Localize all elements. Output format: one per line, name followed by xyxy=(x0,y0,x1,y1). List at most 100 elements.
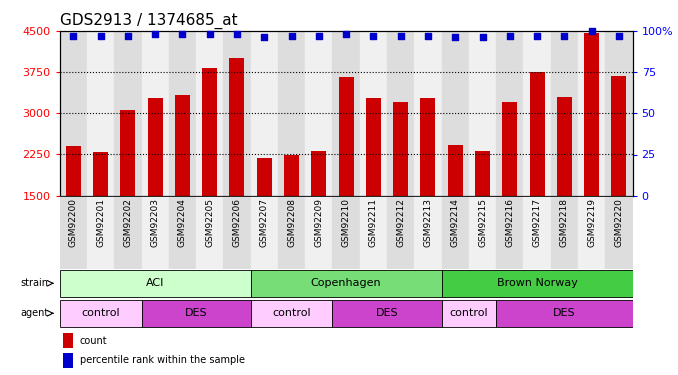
Text: GSM92205: GSM92205 xyxy=(205,198,214,247)
Text: control: control xyxy=(81,308,120,318)
Text: ACI: ACI xyxy=(146,278,164,288)
Bar xyxy=(60,300,142,327)
Bar xyxy=(251,31,278,196)
Bar xyxy=(414,196,441,269)
Bar xyxy=(114,196,142,269)
Text: GSM92201: GSM92201 xyxy=(96,198,105,247)
Text: GSM92213: GSM92213 xyxy=(424,198,433,247)
Point xyxy=(504,33,515,39)
Bar xyxy=(360,196,387,269)
Bar xyxy=(148,98,163,196)
Bar xyxy=(551,31,578,196)
Point xyxy=(313,33,324,39)
Text: strain: strain xyxy=(20,278,48,288)
Point xyxy=(286,33,297,39)
Bar xyxy=(251,270,441,297)
Text: DES: DES xyxy=(185,308,207,318)
Text: GSM92208: GSM92208 xyxy=(287,198,296,247)
Bar xyxy=(387,196,414,269)
Bar xyxy=(475,151,490,196)
Text: GSM92217: GSM92217 xyxy=(533,198,542,247)
Bar xyxy=(469,31,496,196)
Bar xyxy=(496,196,523,269)
Text: GSM92211: GSM92211 xyxy=(369,198,378,247)
Text: GSM92219: GSM92219 xyxy=(587,198,596,247)
Text: GSM92210: GSM92210 xyxy=(342,198,351,247)
Bar xyxy=(441,270,633,297)
Text: DES: DES xyxy=(376,308,399,318)
Bar xyxy=(169,31,196,196)
Bar xyxy=(360,31,387,196)
Bar xyxy=(223,31,251,196)
Bar xyxy=(496,300,633,327)
Point xyxy=(395,33,406,39)
Bar xyxy=(496,31,523,196)
Text: GSM92218: GSM92218 xyxy=(560,198,569,247)
Bar xyxy=(332,300,441,327)
Point xyxy=(532,33,542,39)
Bar xyxy=(578,196,605,269)
Bar xyxy=(60,196,87,269)
Bar xyxy=(469,196,496,269)
Bar xyxy=(551,196,578,269)
Bar xyxy=(202,68,217,196)
Bar xyxy=(605,196,633,269)
Text: GSM92207: GSM92207 xyxy=(260,198,268,247)
Text: Copenhagen: Copenhagen xyxy=(311,278,382,288)
Text: GSM92220: GSM92220 xyxy=(614,198,624,247)
Bar xyxy=(142,196,169,269)
Point xyxy=(177,31,188,37)
Bar xyxy=(366,98,381,196)
Point xyxy=(204,31,215,37)
Bar xyxy=(332,31,360,196)
Bar xyxy=(612,76,626,196)
Bar xyxy=(557,97,572,196)
Text: GSM92202: GSM92202 xyxy=(123,198,132,247)
Text: GSM92204: GSM92204 xyxy=(178,198,187,247)
Text: GSM92215: GSM92215 xyxy=(478,198,487,247)
Bar xyxy=(142,300,251,327)
Bar xyxy=(278,196,305,269)
Text: DES: DES xyxy=(553,308,576,318)
Bar xyxy=(229,58,245,196)
Bar xyxy=(441,300,496,327)
Bar xyxy=(393,102,408,196)
Bar xyxy=(332,196,360,269)
Bar xyxy=(121,111,136,196)
Bar xyxy=(284,154,299,196)
Bar xyxy=(523,31,551,196)
Bar xyxy=(66,146,81,196)
Point xyxy=(259,34,270,40)
Bar xyxy=(62,352,73,368)
Text: control: control xyxy=(450,308,488,318)
Bar xyxy=(605,31,633,196)
Point xyxy=(232,31,243,37)
Bar xyxy=(447,145,463,196)
Bar xyxy=(114,31,142,196)
Bar xyxy=(530,72,544,196)
Point xyxy=(614,33,624,39)
Bar xyxy=(142,31,169,196)
Text: GSM92206: GSM92206 xyxy=(233,198,241,247)
Bar xyxy=(311,151,326,196)
Text: GSM92212: GSM92212 xyxy=(396,198,405,247)
Bar xyxy=(251,300,332,327)
Bar xyxy=(502,102,517,196)
Bar xyxy=(196,31,223,196)
Bar xyxy=(257,158,272,196)
Bar xyxy=(62,333,73,348)
Bar xyxy=(584,33,599,196)
Point xyxy=(368,33,379,39)
Bar xyxy=(60,31,87,196)
Bar xyxy=(87,196,114,269)
Point xyxy=(422,33,433,39)
Point xyxy=(559,33,570,39)
Bar xyxy=(278,31,305,196)
Bar xyxy=(414,31,441,196)
Text: GSM92216: GSM92216 xyxy=(505,198,515,247)
Bar xyxy=(523,196,551,269)
Text: Brown Norway: Brown Norway xyxy=(497,278,578,288)
Bar xyxy=(223,196,251,269)
Text: agent: agent xyxy=(20,308,48,318)
Bar xyxy=(305,31,332,196)
